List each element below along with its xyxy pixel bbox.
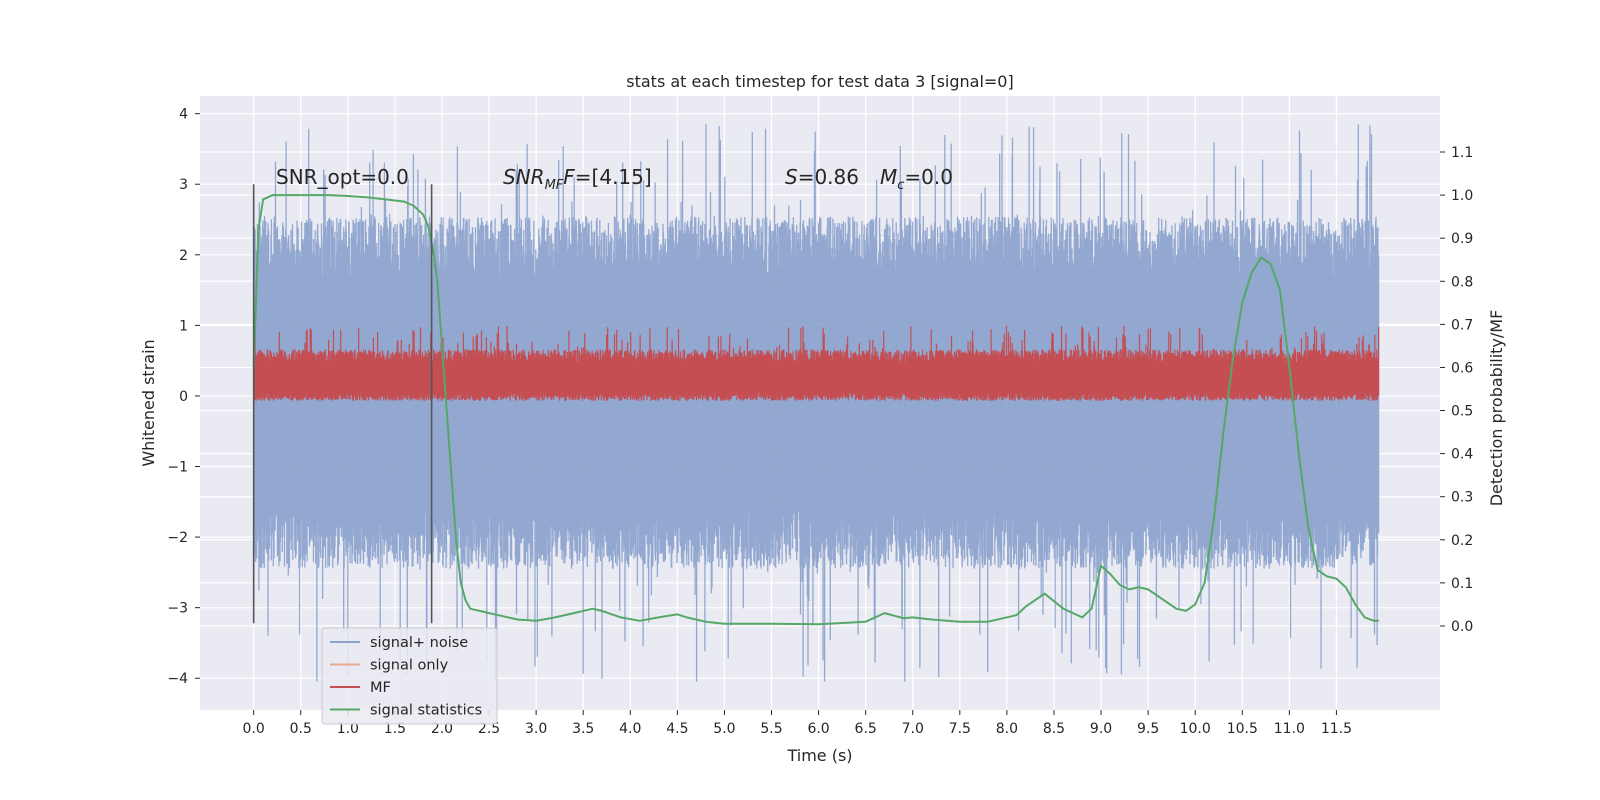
signal-statistics-series: [252, 194, 1379, 626]
x-axis-ticks: 0.0 0.5 1.0 1.5 2.0 2.5 3.0 3.5 4.0 4.5 5.0 5.5 6.0 6…: [243, 710, 1352, 737]
annotation-snr-opt: SNR_opt=0.0: [276, 165, 409, 189]
x-tick-label: 6.5: [855, 721, 877, 737]
x-tick-label: 7.5: [949, 721, 971, 737]
annotation-snr-mf: SNRMFF=[4.15]: [503, 165, 652, 193]
x-tick-label: 8.0: [996, 721, 1018, 737]
x-tick-label: 0.0: [243, 721, 265, 737]
x-tick-label: 9.0: [1090, 721, 1112, 737]
vertical-markers: [252, 184, 433, 624]
legend: signal+ noise signal only MF signal statist…: [321, 627, 498, 725]
y-right-tick-label: 1.1: [1451, 145, 1473, 161]
annotation-mc: Mc=0.0: [880, 165, 953, 193]
y-left-tick-label: −3: [167, 601, 188, 617]
x-tick-label: 1.0: [337, 721, 359, 737]
chart-title: stats at each timestep for test data 3 […: [626, 72, 1013, 91]
mc-subscript: c: [897, 178, 904, 193]
x-tick-label: 6.0: [807, 721, 829, 737]
legend-label: signal only: [370, 658, 449, 674]
x-tick-label: 9.5: [1137, 721, 1159, 737]
x-tick-label: 11.5: [1321, 721, 1352, 737]
legend-label: signal+ noise: [370, 635, 468, 651]
legend-box: [321, 627, 498, 725]
y-right-tick-label: 0.5: [1451, 404, 1473, 420]
y-right-axis-ticks: 1.1 1.0 0.9 0.8 0.7 0.6 0.5 0.4 0.3 0.2 0.1 0.0: [1440, 145, 1473, 635]
x-tick-label: 11.0: [1274, 721, 1305, 737]
x-tick-label: 3.0: [525, 721, 547, 737]
y-right-tick-label: 0.7: [1451, 317, 1473, 333]
y-left-tick-label: 1: [179, 318, 188, 334]
x-tick-label: 8.5: [1043, 721, 1065, 737]
legend-label: MF: [370, 680, 391, 696]
s-value: =0.86: [798, 165, 859, 189]
y-right-tick-label: 0.0: [1451, 619, 1473, 635]
x-tick-label: 4.5: [666, 721, 688, 737]
x-tick-label: 3.5: [572, 721, 594, 737]
annotation-s: S=0.86: [785, 165, 859, 189]
x-tick-label: 5.5: [760, 721, 782, 737]
x-tick-label: 2.0: [431, 721, 453, 737]
mc-symbol: M: [880, 165, 897, 189]
x-tick-label: 5.0: [713, 721, 735, 737]
snr-mf-subscript: MF: [545, 178, 564, 193]
y-right-tick-label: 0.8: [1451, 274, 1473, 290]
snr-mf-f: F: [563, 165, 575, 189]
x-tick-label: 1.5: [384, 721, 406, 737]
x-axis-label: Time (s): [786, 746, 852, 765]
y-left-tick-label: 2: [179, 248, 188, 264]
x-tick-label: 7.0: [902, 721, 924, 737]
y-left-tick-label: −2: [167, 530, 188, 546]
mc-value: =0.0: [904, 165, 953, 189]
x-tick-label: 2.5: [478, 721, 500, 737]
snr-mf-value: =[4.15]: [575, 165, 652, 189]
y-right-tick-label: 0.4: [1451, 447, 1473, 463]
x-tick-label: 10.0: [1180, 721, 1211, 737]
y-right-tick-label: 0.9: [1451, 231, 1473, 247]
s-symbol: S: [785, 165, 798, 189]
x-tick-label: 10.5: [1227, 721, 1258, 737]
y-right-tick-label: 0.3: [1451, 490, 1473, 506]
signal-statistics-line: [252, 194, 1379, 626]
y-left-tick-label: 3: [179, 177, 188, 193]
x-tick-label: 4.0: [619, 721, 641, 737]
y-right-tick-label: 0.1: [1451, 576, 1473, 592]
y-right-tick-label: 0.6: [1451, 360, 1473, 376]
y-right-tick-label: 1.0: [1451, 188, 1473, 204]
y-left-tick-label: −4: [167, 671, 188, 687]
y-left-tick-label: 4: [179, 107, 188, 123]
y-left-tick-label: 0: [179, 389, 188, 405]
y-left-axis-ticks: 4 3 2 1 0 −1 −2 −3 −4: [167, 107, 200, 687]
y-right-tick-label: 0.2: [1451, 533, 1473, 549]
snr-mf-symbol: SNR: [503, 165, 545, 189]
y-left-axis-label: Whitened strain: [139, 339, 158, 466]
y-left-tick-label: −1: [167, 460, 188, 476]
legend-label: signal statistics: [370, 703, 482, 719]
y-right-axis-label: Detection probability/MF: [1487, 310, 1506, 507]
x-tick-label: 0.5: [290, 721, 312, 737]
